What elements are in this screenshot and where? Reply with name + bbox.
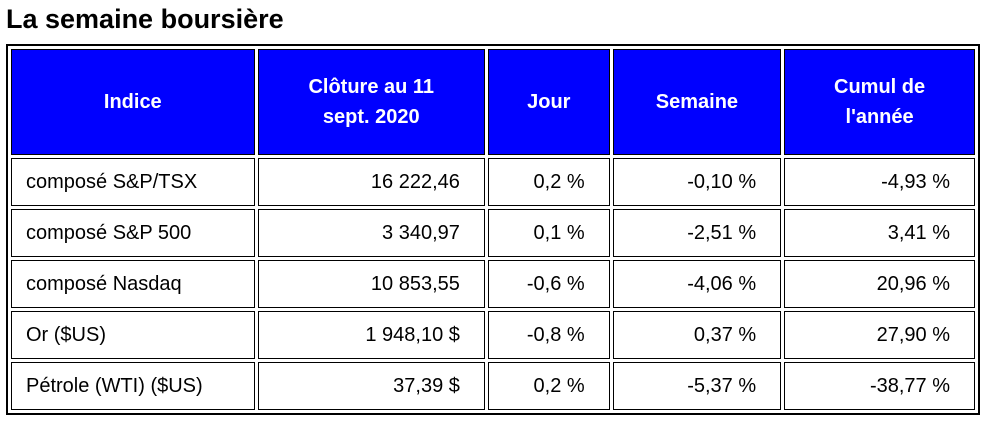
table-cell: 10 853,55 [257, 260, 485, 308]
table-cell: 20,96 % [784, 260, 975, 308]
table-cell: -5,37 % [612, 362, 782, 410]
index-name: Pétrole (WTI) ($US) [11, 362, 255, 410]
table-cell: -38,77 % [784, 362, 975, 410]
index-name: composé S&P 500 [11, 209, 255, 257]
table-cell: -0,10 % [612, 158, 782, 206]
column-header: Jour [487, 49, 610, 155]
table-cell: 3 340,97 [257, 209, 485, 257]
column-header: Semaine [612, 49, 782, 155]
page-title: La semaine boursière [6, 4, 284, 34]
index-name: composé S&P/TSX [11, 158, 255, 206]
table-cell: -4,93 % [784, 158, 975, 206]
table-cell: -4,06 % [612, 260, 782, 308]
column-header: Indice [11, 49, 255, 155]
table-cell: 3,41 % [784, 209, 975, 257]
table-row: Pétrole (WTI) ($US) 37,39 $0,2 % -5,37 % -3… [11, 362, 975, 410]
table-cell: 1 948,10 $ [257, 311, 485, 359]
table-row: composé S&P/TSX 16 222,46 0,2 % -0,10 % -4,9… [11, 158, 975, 206]
table-row: composé S&P 500 3 340,97 0,1 % -2,51 % 3,41 … [11, 209, 975, 257]
column-header: Clôture au 11 sept. 2020 [257, 49, 485, 155]
index-name: composé Nasdaq [11, 260, 255, 308]
market-table: Indice Clôture au 11 sept. 2020 Jour Semain… [6, 44, 980, 415]
table-cell: 0,2 % [487, 362, 610, 410]
table-cell: 0,2 % [487, 158, 610, 206]
table-row: composé Nasdaq 10 853,55 -0,6 % -4,06 % 20,9… [11, 260, 975, 308]
table-cell: 37,39 $ [257, 362, 485, 410]
header-row: Indice Clôture au 11 sept. 2020 Jour Semain… [11, 49, 975, 155]
table-cell: 16 222,46 [257, 158, 485, 206]
table-cell: -2,51 % [612, 209, 782, 257]
table-cell: -0,8 % [487, 311, 610, 359]
table-row: Or ($US) 1 948,10 $ -0,8 % 0,37 % 27,90 % [11, 311, 975, 359]
column-header: Cumul de l'année [784, 49, 975, 155]
table-cell: -0,6 % [487, 260, 610, 308]
table-cell: 0,1 % [487, 209, 610, 257]
index-name: Or ($US) [11, 311, 255, 359]
table-cell: 0,37 % [612, 311, 782, 359]
table-cell: 27,90 % [784, 311, 975, 359]
